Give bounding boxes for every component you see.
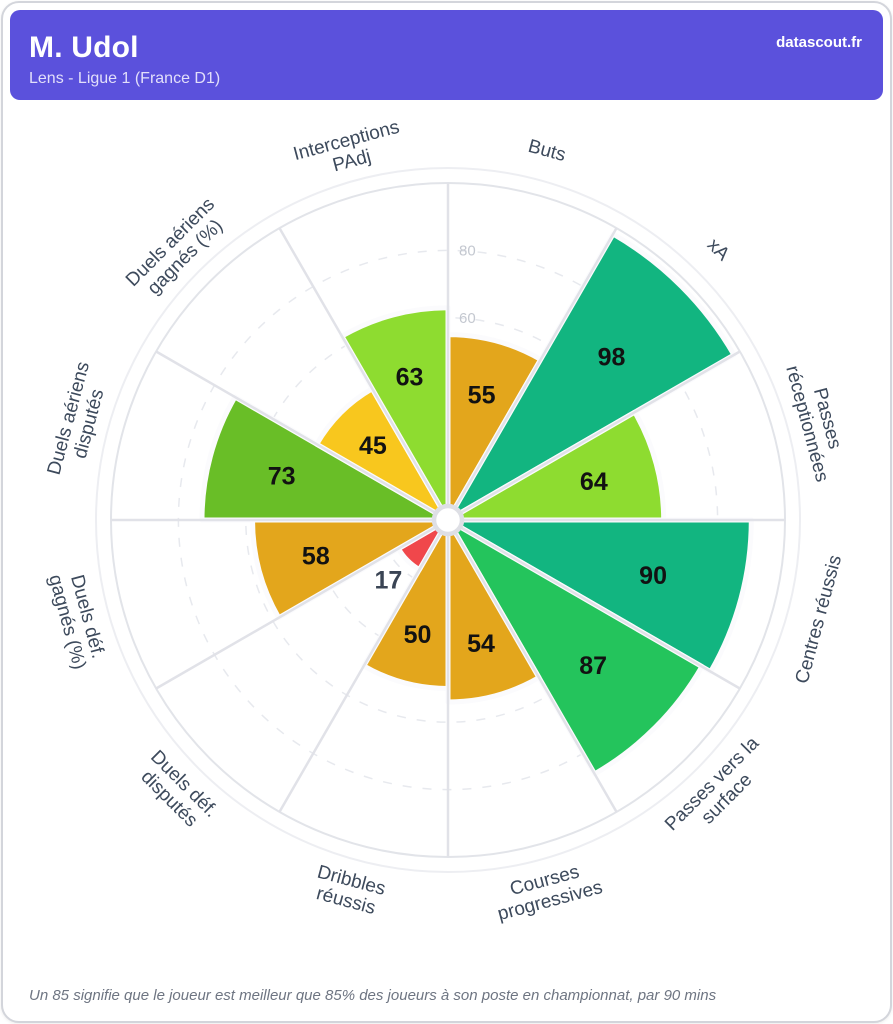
category-label-9: Duels aériensdisputés <box>44 360 115 483</box>
slice-2 <box>445 409 667 523</box>
pizza-chart-container: 60 80 55 98 64 90 87 54 50 17 58 73 45 63 Buts xA Passes… <box>3 100 890 958</box>
slice-3 <box>445 517 754 675</box>
category-label-8: Duels déf.gagnés (%) <box>44 567 110 672</box>
value-label-8: 58 <box>302 542 330 570</box>
category-label-0: Buts <box>526 136 568 166</box>
spoke-2 <box>447 350 741 522</box>
value-label-9: 73 <box>268 462 296 490</box>
value-label-0: 55 <box>468 382 496 410</box>
value-label-5: 54 <box>467 630 495 658</box>
value-label-2: 64 <box>580 468 608 496</box>
slice-11 <box>339 305 451 523</box>
tick-label-80: 80 <box>459 242 476 259</box>
value-label-6: 50 <box>404 621 432 649</box>
value-label-4: 87 <box>579 652 607 680</box>
category-label-7: Duels déf.disputés <box>131 746 221 836</box>
category-label-3: Centres réussis <box>792 553 846 686</box>
spoke-4 <box>447 518 741 690</box>
spoke-10 <box>155 350 449 522</box>
header-banner: M. Udol Lens - Ligue 1 (France D1) datas… <box>10 10 883 100</box>
category-label-4: Passes vers lasurface <box>661 733 778 850</box>
spoke-5 <box>446 519 618 813</box>
category-label-1: xA <box>703 235 734 266</box>
slice-6 <box>361 517 451 691</box>
club-league-subtitle: Lens - Ligue 1 (France D1) <box>29 70 221 87</box>
category-label-11: InterceptionsPAdj <box>291 117 407 186</box>
category-label-6: Dribblesréussis <box>310 862 388 921</box>
value-label-3: 90 <box>639 562 667 590</box>
value-label-10: 45 <box>359 432 387 460</box>
player-name: M. Udol <box>29 31 139 64</box>
slice-9 <box>199 394 451 523</box>
category-label-2: Passesréceptionnées <box>781 358 852 484</box>
outer-ring-secondary <box>95 167 801 873</box>
category-label-10: Duels aériensgagnés (%) <box>122 194 234 306</box>
slice-5 <box>445 517 542 705</box>
percentile-explainer-note: Un 85 signifie que le joueur est meilleu… <box>29 987 717 1004</box>
brand-watermark: datascout.fr <box>776 34 862 51</box>
value-label-7: 17 <box>374 567 402 595</box>
value-label-11: 63 <box>396 363 424 391</box>
spoke-1 <box>446 227 618 521</box>
spoke-8 <box>155 518 449 690</box>
spoke-11 <box>278 227 450 521</box>
slice-4 <box>445 517 705 777</box>
slice-1 <box>445 231 737 523</box>
center-dot <box>431 503 465 537</box>
spoke-7 <box>278 519 450 813</box>
tick-label-60: 60 <box>459 310 476 327</box>
value-label-1: 98 <box>598 344 626 372</box>
